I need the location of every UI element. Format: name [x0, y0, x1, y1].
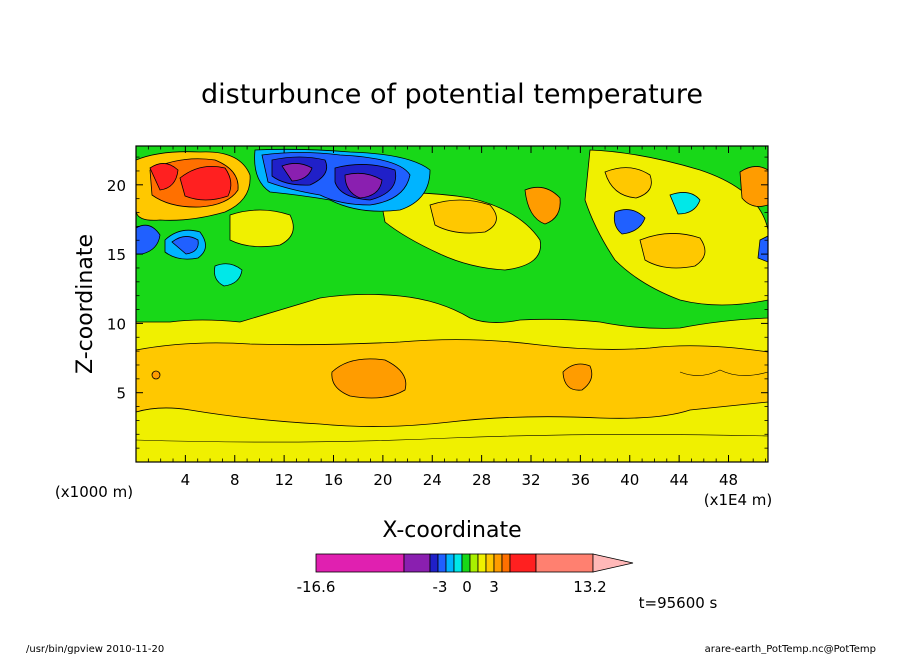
y-tick-label: 5 — [116, 385, 126, 403]
colorbar-segment — [429, 553, 439, 573]
x-tick-label: 4 — [181, 471, 191, 489]
colorbar-segment — [461, 553, 471, 573]
colorbar-label: -16.6 — [297, 578, 336, 596]
colorbar — [315, 553, 634, 573]
contour-field — [136, 146, 768, 462]
x-tick-label: 44 — [670, 471, 689, 489]
x-tick-label: 32 — [521, 471, 540, 489]
footer-right: arare-earth_PotTemp.nc@PotTemp — [705, 644, 876, 654]
colorbar-segment — [315, 553, 405, 573]
colorbar-segment — [509, 553, 537, 573]
y-tick-label: 10 — [107, 315, 126, 333]
colorbar-segment — [453, 553, 463, 573]
x-tick-label: 8 — [230, 471, 240, 489]
colorbar-labels: -16.6 -3 0 3 13.2 — [297, 578, 607, 596]
x-tick-label: 20 — [373, 471, 392, 489]
x-tick-label: 16 — [324, 471, 343, 489]
colorbar-label: 0 — [462, 578, 472, 596]
x-tick-label: 12 — [275, 471, 294, 489]
chart-title: disturbunce of potential temperature — [201, 79, 703, 110]
footer-left: /usr/bin/gpview 2010-11-20 — [26, 644, 164, 654]
y-tick-label: 15 — [107, 246, 126, 264]
colorbar-segment — [485, 553, 495, 573]
y-axis-ticks: 5 10 15 20 — [107, 156, 768, 449]
colorbar-segment — [469, 553, 479, 573]
time-label: t=95600 s — [639, 594, 718, 612]
colorbar-arrow — [592, 553, 634, 573]
colorbar-label: 3 — [489, 578, 499, 596]
x-tick-label: 48 — [719, 471, 738, 489]
y-tick-label: 20 — [107, 177, 126, 195]
colorbar-segment — [535, 553, 594, 573]
colorbar-segment — [493, 553, 503, 573]
colorbar-segment — [501, 553, 511, 573]
x-tick-label: 36 — [571, 471, 590, 489]
x-tick-label: 24 — [423, 471, 442, 489]
x-axis-label: X-coordinate — [382, 518, 521, 543]
x-tick-label: 40 — [620, 471, 639, 489]
colorbar-segment — [445, 553, 455, 573]
y-axis-label: Z-coordinate — [73, 234, 98, 374]
x-axis-ticks: 4 8 12 16 20 24 28 32 36 40 44 48 — [147, 146, 766, 489]
x-units-left: (x1000 m) — [55, 483, 133, 501]
colorbar-segment — [477, 553, 487, 573]
colorbar-segment — [403, 553, 431, 573]
colorbar-label: 13.2 — [573, 578, 606, 596]
x-units-right: (x1E4 m) — [704, 491, 773, 509]
plot-frame — [135, 145, 769, 463]
x-tick-label: 28 — [472, 471, 491, 489]
colorbar-segment — [437, 553, 447, 573]
colorbar-label: -3 — [433, 578, 448, 596]
